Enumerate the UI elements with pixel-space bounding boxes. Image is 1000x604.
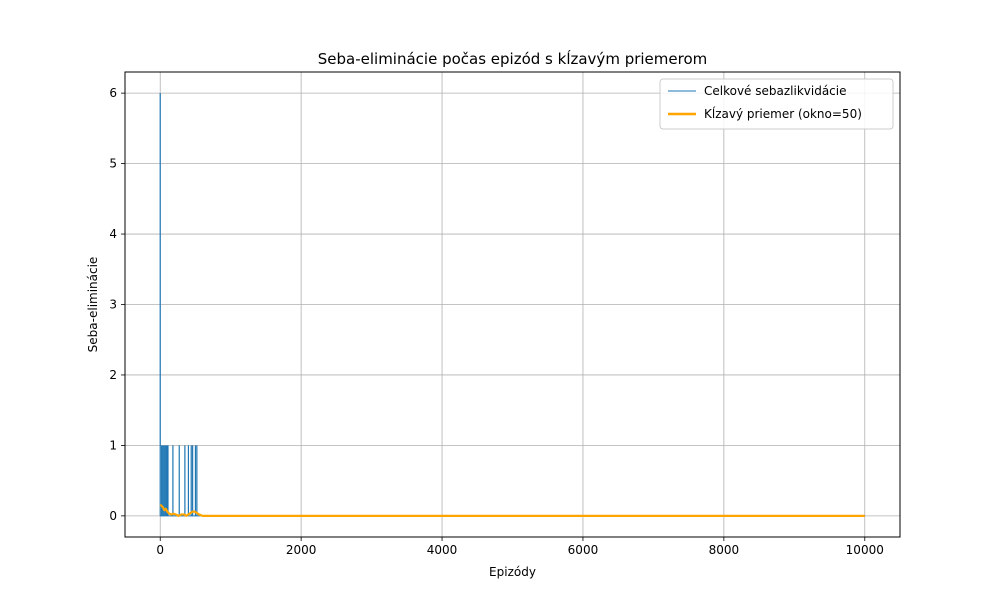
x-tick-label: 6000 [568,543,599,557]
x-tick-label: 2000 [286,543,317,557]
legend-label-moving-average: Kĺzavý priemer (okno=50) [704,106,862,121]
y-tick-label: 1 [109,438,117,452]
y-tick-label: 4 [109,227,117,241]
y-tick-label: 5 [109,157,117,171]
legend-box [659,78,894,130]
legend: Celkové sebazlikvidácie Kĺzavý priemer (… [659,78,894,130]
moving-average-line [159,503,865,517]
x-tick-label: 4000 [427,543,458,557]
x-axis-label: Epizódy [489,565,536,579]
tick-layer: 0 2000 4000 6000 8000 10000 0 1 2 3 4 5 6 [109,86,884,557]
chart-title: Seba-eliminácie počas epizód s kĺzavým p… [318,49,708,68]
series-layer [159,93,865,517]
y-tick-label: 3 [109,298,117,312]
y-tick-label: 0 [109,509,117,523]
y-axis-label: Seba-eliminácie [86,257,100,353]
y-tick-label: 2 [109,368,117,382]
x-tick-label: 8000 [709,543,740,557]
legend-label-total: Celkové sebazlikvidácie [704,84,847,98]
x-tick-label: 0 [156,543,164,557]
y-tick-label: 6 [109,86,117,100]
x-tick-label: 10000 [846,543,884,557]
